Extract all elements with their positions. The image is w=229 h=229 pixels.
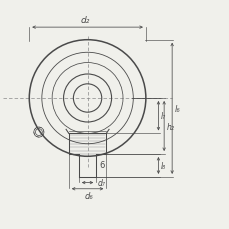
Text: l₇: l₇: [161, 112, 166, 121]
Text: d₆: d₆: [84, 192, 93, 201]
Text: l₆: l₆: [174, 104, 180, 113]
Text: l₈: l₈: [161, 161, 166, 170]
Text: d₇: d₇: [97, 178, 105, 187]
Text: 6: 6: [98, 160, 104, 169]
Text: d₂: d₂: [80, 16, 90, 25]
Text: h₂: h₂: [166, 122, 174, 131]
